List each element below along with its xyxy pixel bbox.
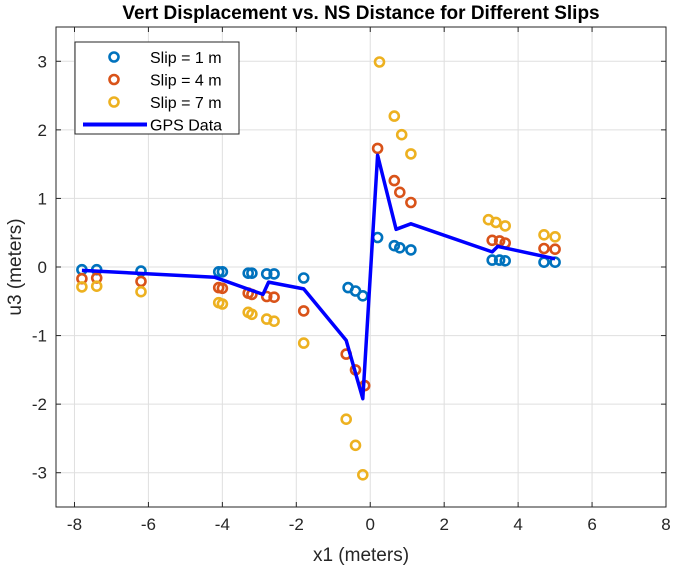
data-point bbox=[490, 216, 502, 229]
series-2-points bbox=[76, 142, 561, 392]
data-point bbox=[356, 468, 369, 481]
legend-label: Slip = 1 m bbox=[150, 50, 222, 67]
data-point bbox=[499, 220, 512, 232]
data-point bbox=[405, 196, 417, 209]
data-point bbox=[393, 242, 406, 254]
x-tick-label: -2 bbox=[289, 515, 304, 534]
data-point bbox=[405, 148, 417, 160]
legend-item: GPS Data bbox=[83, 118, 222, 135]
legend-marker-swatch bbox=[108, 96, 120, 108]
data-point bbox=[486, 234, 499, 247]
legend: Slip = 1 m Slip = 4 m Slip = 7 m GPS Data bbox=[74, 41, 240, 135]
legend-item: Slip = 1 m bbox=[108, 50, 222, 67]
data-point bbox=[76, 281, 88, 293]
legend-item: Slip = 4 m bbox=[108, 73, 222, 90]
x-tick-label: -4 bbox=[215, 515, 230, 534]
data-point bbox=[242, 267, 254, 280]
data-point bbox=[486, 254, 499, 266]
data-point bbox=[356, 289, 369, 302]
data-point bbox=[212, 265, 225, 278]
y-tick-label: 2 bbox=[38, 121, 47, 140]
data-point bbox=[393, 186, 406, 199]
data-point bbox=[538, 229, 550, 241]
data-point bbox=[90, 280, 103, 293]
data-point bbox=[135, 275, 147, 288]
data-point bbox=[538, 242, 550, 255]
data-point bbox=[268, 315, 280, 328]
series-3-points bbox=[76, 56, 561, 481]
data-point bbox=[135, 285, 147, 298]
legend-marker-swatch bbox=[108, 73, 120, 86]
data-point bbox=[340, 413, 353, 426]
data-point bbox=[395, 128, 408, 141]
legend-label: GPS Data bbox=[150, 118, 222, 135]
data-point bbox=[349, 439, 362, 452]
data-point bbox=[371, 142, 384, 155]
series-layer bbox=[76, 56, 561, 481]
chart-title: Vert Displacement vs. NS Distance for Di… bbox=[122, 3, 599, 24]
data-point bbox=[260, 290, 273, 303]
legend-box bbox=[74, 41, 240, 135]
y-tick-label: 3 bbox=[38, 52, 47, 71]
y-tick-label: 1 bbox=[38, 189, 47, 208]
data-point bbox=[549, 243, 561, 255]
data-point bbox=[388, 239, 401, 252]
data-point bbox=[246, 267, 258, 280]
data-point bbox=[388, 174, 401, 187]
data-point bbox=[216, 282, 229, 295]
y-tick-label: -1 bbox=[32, 327, 47, 346]
data-point bbox=[388, 110, 401, 122]
data-point bbox=[216, 265, 229, 278]
data-point bbox=[297, 337, 310, 349]
data-point bbox=[268, 268, 280, 280]
x-tick-label: 8 bbox=[661, 515, 670, 534]
legend-label: Slip = 7 m bbox=[150, 95, 222, 112]
ticks: -8 -6 -4 -2 0 2 4 6 8 -3 -2 -1 0 1 2 3 bbox=[32, 27, 671, 534]
data-point bbox=[493, 254, 506, 266]
x-axis-label: x1 (meters) bbox=[313, 545, 409, 566]
x-tick-label: 0 bbox=[366, 515, 375, 534]
data-point bbox=[297, 305, 310, 317]
x-tick-label: -8 bbox=[67, 515, 82, 534]
y-tick-label: -2 bbox=[32, 395, 47, 414]
plot-border bbox=[55, 26, 667, 508]
data-point bbox=[216, 298, 229, 310]
y-tick-label: 0 bbox=[38, 258, 47, 277]
y-axis-label: u3 (meters) bbox=[5, 218, 26, 315]
x-tick-label: 2 bbox=[439, 515, 448, 534]
x-tick-label: 6 bbox=[587, 515, 596, 534]
data-point bbox=[246, 308, 258, 321]
legend-marker-swatch bbox=[108, 51, 120, 63]
data-point bbox=[297, 272, 310, 284]
data-point bbox=[260, 268, 273, 280]
y-tick-label: -3 bbox=[32, 464, 47, 483]
data-point bbox=[405, 244, 417, 256]
data-point bbox=[373, 56, 386, 68]
x-tick-label: -6 bbox=[141, 515, 156, 534]
x-tick-label: 4 bbox=[513, 515, 522, 534]
data-point bbox=[549, 231, 561, 243]
data-point bbox=[268, 291, 280, 304]
legend-label: Slip = 4 m bbox=[150, 73, 222, 90]
series-line-gps-data bbox=[81, 153, 556, 401]
data-point bbox=[499, 254, 512, 267]
legend-item: Slip = 7 m bbox=[108, 95, 222, 112]
